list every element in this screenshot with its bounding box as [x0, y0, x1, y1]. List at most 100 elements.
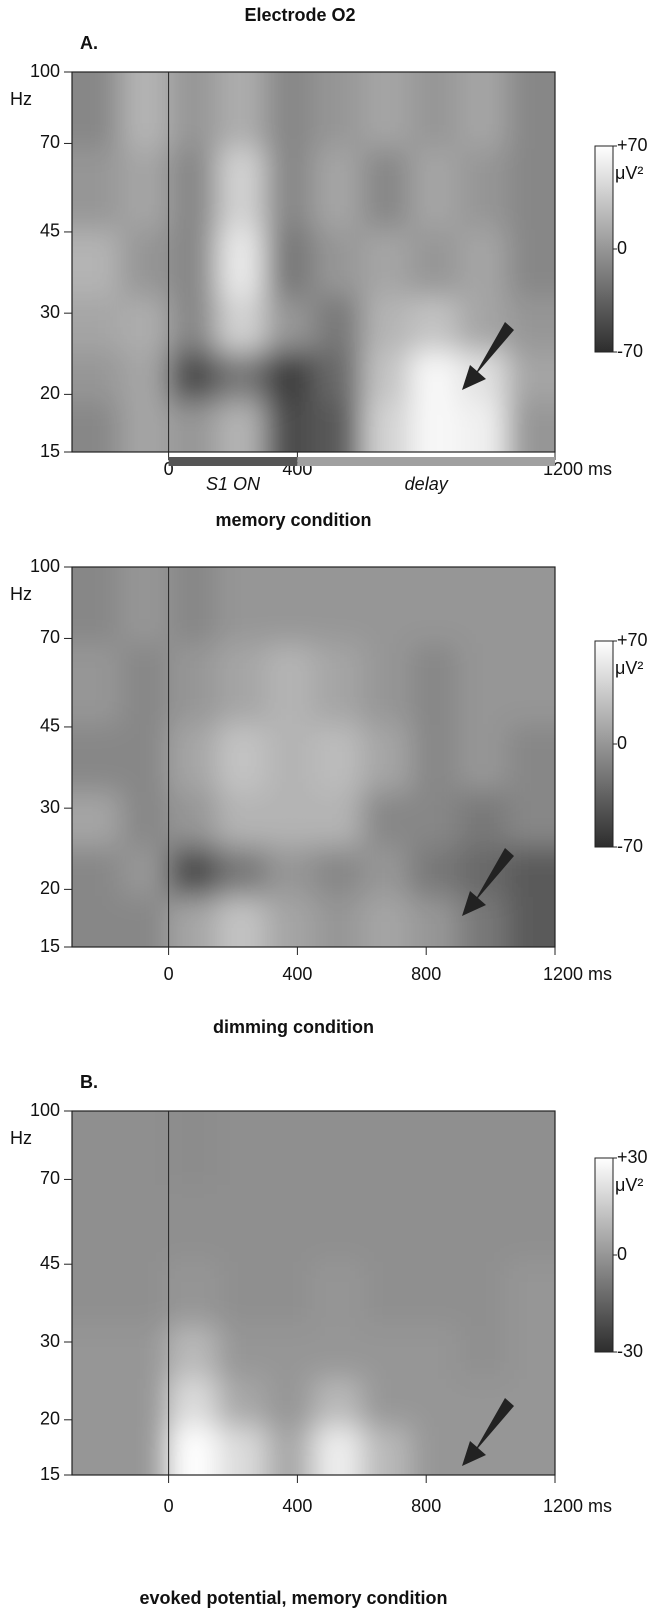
heatmap-cell: [361, 723, 411, 792]
x-tick-label: 1200 ms: [543, 459, 612, 479]
heatmap-cell: [313, 1183, 363, 1262]
colorbar-unit: μV²: [615, 163, 643, 183]
heatmap-cell: [458, 1325, 508, 1379]
heatmap-cell: [313, 896, 363, 947]
y-tick-label: 70: [40, 627, 60, 647]
figure-title: Electrode O2: [244, 5, 355, 25]
heatmap-cell: [410, 791, 459, 847]
heatmap-cell: [120, 567, 170, 644]
heatmap-cell: [72, 1378, 121, 1427]
heatmap-cell: [506, 351, 555, 402]
heatmap-cell: [313, 351, 363, 402]
heatmap-cell: [72, 72, 121, 149]
heatmap-cell: [265, 643, 314, 725]
heatmap-cell: [506, 1261, 555, 1327]
arrow: [462, 322, 514, 390]
heatmap-cell: [313, 401, 363, 452]
colorbar: [594, 1157, 614, 1353]
heatmap-cell: [216, 1261, 266, 1327]
heatmap-cell: [506, 401, 555, 452]
heatmap-cell: [506, 1183, 555, 1262]
heatmap-cell: [265, 791, 314, 847]
heatmap-cell: [458, 1261, 508, 1327]
heatmap-cell: [265, 1426, 314, 1475]
heatmap-cell: [72, 896, 121, 947]
heatmap-cell: [120, 148, 170, 230]
heatmap-cell: [361, 1261, 411, 1327]
heatmap-cell: [72, 1183, 121, 1262]
heatmap-cell: [506, 567, 555, 644]
heatmap-cell: [168, 643, 218, 725]
colorbar-tick-label: +70: [617, 630, 648, 650]
x-tick-label: 0: [164, 459, 174, 479]
colorbar-tick-label: -70: [617, 341, 643, 361]
heatmap-cell: [506, 1325, 555, 1379]
y-tick-label: 45: [40, 221, 60, 241]
heatmap-cell: [361, 896, 411, 947]
heatmap-cell: [265, 351, 314, 402]
y-tick-label: 70: [40, 1168, 60, 1188]
heatmap-cell: [458, 1183, 508, 1262]
heatmap-cell: [168, 846, 218, 897]
heatmap: [72, 1111, 555, 1475]
heatmap-cell: [410, 72, 459, 149]
heatmap-cell: [216, 791, 266, 847]
heatmap-cell: [313, 723, 363, 792]
heatmap-cells: [72, 72, 555, 452]
heatmap-cell: [120, 72, 170, 149]
colorbar-tick-label: +30: [617, 1147, 648, 1167]
heatmap-cell: [410, 896, 459, 947]
heatmap-cell: [72, 1325, 121, 1379]
heatmap-cell: [506, 1426, 555, 1475]
heatmap-cell: [120, 643, 170, 725]
heatmap-cells: [72, 1111, 555, 1475]
heatmap-cell: [120, 296, 170, 352]
heatmap-cell: [313, 846, 363, 897]
heatmap-cell: [361, 1378, 411, 1427]
heatmap-cell: [410, 296, 459, 352]
heatmap: [72, 72, 555, 452]
arrow: [462, 848, 514, 916]
y-tick-label: 15: [40, 936, 60, 956]
y-tick-label: 45: [40, 1253, 60, 1273]
heatmap-cell: [313, 567, 363, 644]
x-tick-label: 400: [282, 1496, 312, 1516]
heatmap-cell: [265, 567, 314, 644]
heatmap-cell: [216, 1325, 266, 1379]
heatmap-cell: [168, 228, 218, 297]
y-tick-label: 100: [30, 1100, 60, 1120]
heatmap-cell: [120, 228, 170, 297]
y-unit: Hz: [10, 1128, 32, 1148]
x-tick-label: 1200 ms: [543, 1496, 612, 1516]
y-tick-label: 15: [40, 441, 60, 461]
heatmap-cell: [216, 148, 266, 230]
heatmap-cell: [506, 296, 555, 352]
heatmap-cell: [216, 351, 266, 402]
panel-label: A.: [80, 33, 98, 53]
heatmap-cell: [506, 148, 555, 230]
heatmap-cell: [458, 72, 508, 149]
heatmap-cell: [216, 1111, 266, 1185]
heatmap-cell: [410, 567, 459, 644]
epoch-bar: [297, 457, 555, 466]
heatmap-cell: [120, 401, 170, 452]
heatmap-cell: [120, 1378, 170, 1427]
heatmap-cell: [216, 1183, 266, 1262]
heatmap-cell: [410, 723, 459, 792]
x-tick-label: 400: [282, 964, 312, 984]
y-unit: Hz: [10, 584, 32, 604]
heatmap-cell: [410, 1111, 459, 1185]
x-tick-label: 800: [411, 1496, 441, 1516]
heatmap-cell: [361, 401, 411, 452]
plot-frame: [71, 1110, 556, 1476]
heatmap-cell: [216, 643, 266, 725]
heatmap-cell: [216, 296, 266, 352]
colorbar: [594, 145, 614, 353]
y-tick-label: 20: [40, 383, 60, 403]
heatmap-cell: [265, 723, 314, 792]
heatmap-cell: [168, 723, 218, 792]
heatmap-cell: [265, 846, 314, 897]
heatmap-cell: [506, 1378, 555, 1427]
heatmap-cell: [410, 1183, 459, 1262]
